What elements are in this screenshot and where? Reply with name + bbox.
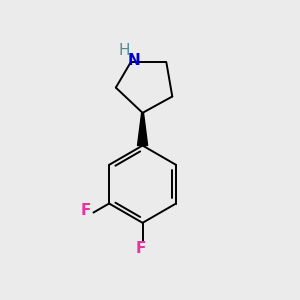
- Text: F: F: [136, 241, 146, 256]
- Text: N: N: [127, 53, 140, 68]
- Polygon shape: [137, 113, 148, 146]
- Text: H: H: [119, 43, 130, 58]
- Text: F: F: [81, 203, 92, 218]
